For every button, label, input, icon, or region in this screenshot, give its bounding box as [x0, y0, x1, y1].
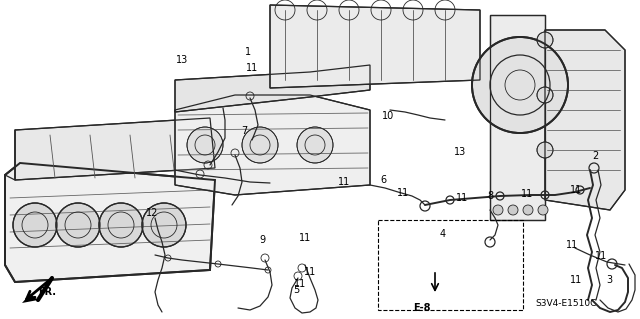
- Text: 13: 13: [454, 147, 466, 157]
- Text: 11: 11: [595, 251, 607, 261]
- Circle shape: [142, 203, 186, 247]
- Circle shape: [297, 127, 333, 163]
- Text: 3: 3: [606, 275, 612, 285]
- Circle shape: [538, 205, 548, 215]
- Text: 8: 8: [487, 191, 493, 201]
- Circle shape: [472, 37, 568, 133]
- Text: E-8: E-8: [413, 303, 431, 313]
- Text: 11: 11: [456, 193, 468, 203]
- Circle shape: [56, 203, 100, 247]
- Text: S3V4-E1510C: S3V4-E1510C: [535, 300, 596, 308]
- Bar: [378, 220, 523, 310]
- Circle shape: [537, 142, 553, 158]
- Circle shape: [13, 203, 57, 247]
- Text: 13: 13: [176, 55, 188, 65]
- Polygon shape: [5, 163, 215, 282]
- Circle shape: [508, 205, 518, 215]
- Polygon shape: [15, 118, 215, 180]
- Text: 12: 12: [146, 208, 158, 218]
- Text: 4: 4: [440, 229, 446, 239]
- Text: 1: 1: [245, 47, 251, 57]
- Polygon shape: [175, 65, 370, 112]
- Circle shape: [242, 127, 278, 163]
- Text: 11: 11: [570, 275, 582, 285]
- Polygon shape: [545, 30, 625, 210]
- Text: FR.: FR.: [38, 287, 56, 297]
- Polygon shape: [22, 294, 38, 303]
- Polygon shape: [175, 95, 370, 195]
- Circle shape: [523, 205, 533, 215]
- Text: 11: 11: [294, 279, 306, 289]
- Circle shape: [99, 203, 143, 247]
- Text: 10: 10: [382, 111, 394, 121]
- Text: 9: 9: [259, 235, 265, 245]
- Circle shape: [537, 32, 553, 48]
- Circle shape: [187, 127, 223, 163]
- Text: 7: 7: [241, 126, 247, 136]
- Text: 2: 2: [592, 151, 598, 161]
- Text: 11: 11: [338, 177, 350, 187]
- Text: 6: 6: [380, 175, 386, 185]
- Circle shape: [493, 205, 503, 215]
- Text: 11: 11: [521, 189, 533, 199]
- Polygon shape: [270, 5, 480, 88]
- Text: 11: 11: [566, 240, 578, 250]
- Text: 5: 5: [293, 285, 299, 295]
- Circle shape: [537, 87, 553, 103]
- Text: 11: 11: [246, 63, 258, 73]
- Text: 11: 11: [304, 267, 316, 277]
- Text: 11: 11: [570, 185, 582, 195]
- Text: 11: 11: [299, 233, 311, 243]
- Polygon shape: [490, 15, 545, 220]
- Text: 11: 11: [397, 188, 409, 198]
